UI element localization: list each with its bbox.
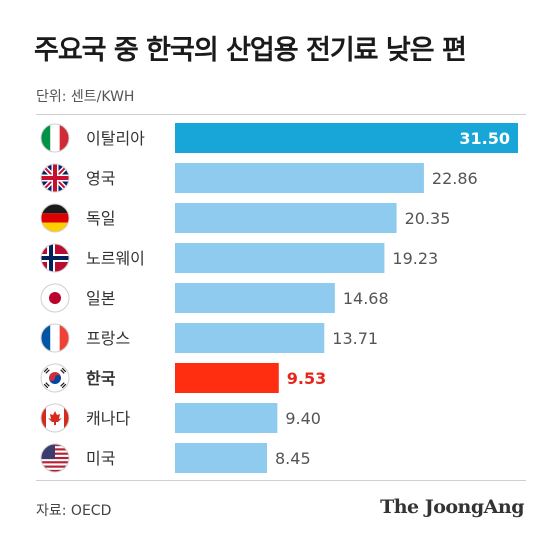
category-label: 독일 bbox=[86, 209, 115, 228]
japan-flag-icon bbox=[40, 283, 70, 313]
italy-flag-icon bbox=[40, 123, 70, 153]
germany-flag-icon bbox=[40, 203, 70, 233]
category-label: 영국 bbox=[86, 169, 115, 188]
value-label: 31.50 bbox=[459, 129, 510, 148]
value-label: 13.71 bbox=[332, 329, 378, 348]
value-label: 19.23 bbox=[392, 249, 438, 268]
source-label: 자료: OECD bbox=[36, 503, 112, 519]
category-label: 캐나다 bbox=[86, 409, 130, 428]
usa-flag-icon bbox=[40, 443, 70, 473]
value-label: 20.35 bbox=[405, 209, 451, 228]
value-label: 9.53 bbox=[287, 369, 326, 388]
bar bbox=[175, 163, 424, 193]
value-label: 14.68 bbox=[343, 289, 389, 308]
bar bbox=[175, 243, 385, 273]
france-flag-icon bbox=[40, 323, 70, 353]
bar bbox=[175, 403, 278, 433]
value-label: 22.86 bbox=[432, 169, 478, 188]
value-label: 9.40 bbox=[285, 409, 321, 428]
category-label: 이탈리아 bbox=[86, 129, 145, 148]
bar bbox=[175, 123, 518, 153]
top-divider bbox=[36, 114, 526, 115]
korea-flag-icon bbox=[40, 363, 70, 393]
category-label: 일본 bbox=[86, 289, 115, 308]
bar bbox=[175, 283, 335, 313]
category-label: 노르웨이 bbox=[86, 249, 145, 268]
unit-label: 단위: 센트/KWH bbox=[36, 89, 135, 105]
bar bbox=[175, 323, 325, 353]
value-label: 8.45 bbox=[275, 449, 311, 468]
uk-flag-icon bbox=[40, 163, 70, 193]
bar bbox=[175, 203, 397, 233]
chart-title: 주요국 중 한국의 산업용 전기료 낮은 편 bbox=[34, 35, 467, 66]
bar bbox=[175, 443, 268, 473]
category-label: 프랑스 bbox=[86, 329, 130, 348]
brand-logo: The JoongAng bbox=[380, 496, 524, 518]
canada-flag-icon bbox=[40, 403, 70, 433]
bar-chart: 이탈리아 31.50 영국 22.86 독일 20.35 노르웨이 19.23 일본 14.68 프… bbox=[40, 123, 518, 473]
bottom-divider bbox=[36, 480, 526, 481]
category-label: 한국 bbox=[86, 369, 116, 388]
category-label: 미국 bbox=[86, 449, 115, 468]
bar bbox=[175, 363, 279, 393]
norway-flag-icon bbox=[40, 243, 70, 273]
